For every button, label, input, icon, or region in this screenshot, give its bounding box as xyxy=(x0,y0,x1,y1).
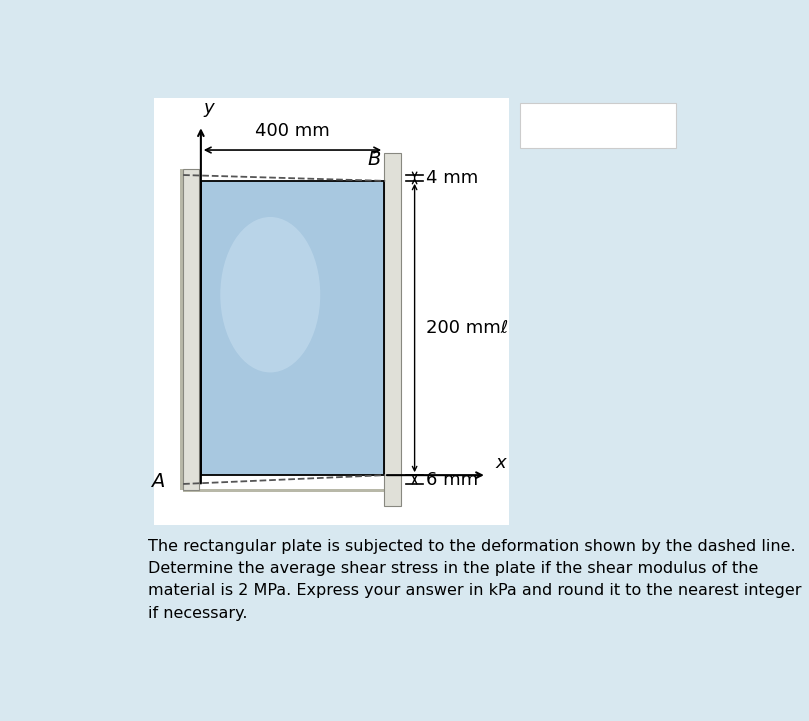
Text: 400 mm: 400 mm xyxy=(255,122,330,140)
Bar xyxy=(520,103,676,148)
Text: The rectangular plate is subjected to the deformation shown by the dashed line.
: The rectangular plate is subjected to th… xyxy=(148,539,802,621)
Polygon shape xyxy=(201,181,384,475)
Bar xyxy=(183,169,199,490)
Bar xyxy=(154,97,509,525)
Text: x: x xyxy=(495,454,506,472)
Text: B: B xyxy=(368,151,381,169)
Text: A: A xyxy=(151,472,165,491)
Text: 6 mm: 6 mm xyxy=(426,471,478,489)
Bar xyxy=(180,169,183,490)
Bar xyxy=(183,489,399,492)
Text: 200 mmℓ: 200 mmℓ xyxy=(426,319,508,337)
Text: y: y xyxy=(204,99,214,117)
Ellipse shape xyxy=(220,217,320,373)
Bar xyxy=(384,153,400,506)
Text: 4 mm: 4 mm xyxy=(426,169,478,187)
